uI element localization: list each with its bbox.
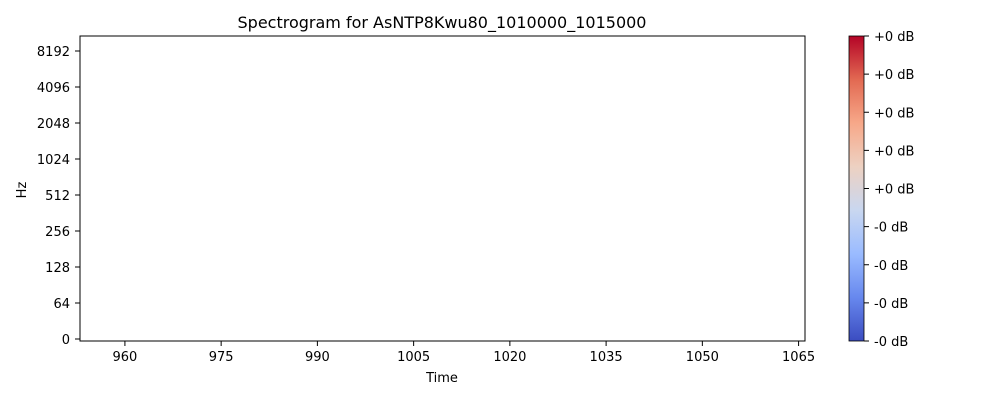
colorbar-tick-label: -0 dB bbox=[874, 297, 908, 312]
x-tick-label: 1020 bbox=[493, 350, 526, 365]
y-tick-label: 2048 bbox=[37, 117, 70, 132]
x-tick-label: 990 bbox=[305, 350, 330, 365]
y-axis-label: Hz bbox=[15, 182, 30, 199]
chart-title: Spectrogram for AsNTP8Kwu80_1010000_1015… bbox=[238, 13, 647, 33]
y-tick-label: 4096 bbox=[37, 81, 70, 96]
y-tick-label: 128 bbox=[45, 261, 70, 276]
y-tick-label: 64 bbox=[53, 297, 70, 312]
colorbar-tick-label: +0 dB bbox=[874, 144, 914, 159]
colorbar-tick-label: -0 dB bbox=[874, 335, 908, 350]
colorbar bbox=[848, 35, 865, 342]
colorbar-axis: +0 dB +0 dB +0 dB +0 dB +0 dB -0 dB -0 dB -0 dB… bbox=[864, 30, 914, 350]
x-axis: 960 975 990 1005 1020 1035 1050 1065 bbox=[112, 341, 815, 365]
x-axis-label: Time bbox=[425, 371, 458, 386]
x-tick-label: 960 bbox=[112, 350, 137, 365]
y-tick-label: 256 bbox=[45, 225, 70, 240]
x-tick-label: 1035 bbox=[590, 350, 623, 365]
colorbar-tick-label: +0 dB bbox=[874, 183, 914, 198]
colorbar-tick-label: -0 dB bbox=[874, 221, 908, 236]
y-axis: 0 64 128 256 512 1024 2048 4096 8192 bbox=[37, 45, 80, 348]
colorbar-tick-label: +0 dB bbox=[874, 68, 914, 83]
x-tick-label: 975 bbox=[209, 350, 234, 365]
colorbar-tick-label: +0 dB bbox=[874, 106, 914, 121]
y-tick-label: 0 bbox=[62, 333, 70, 348]
y-tick-label: 8192 bbox=[37, 45, 70, 60]
x-tick-label: 1005 bbox=[397, 350, 430, 365]
x-tick-label: 1065 bbox=[782, 350, 815, 365]
colorbar-tick-label: +0 dB bbox=[874, 30, 914, 45]
x-tick-label: 1050 bbox=[686, 350, 719, 365]
y-tick-label: 1024 bbox=[37, 153, 70, 168]
y-tick-label: 512 bbox=[45, 189, 70, 204]
colorbar-tick-label: -0 dB bbox=[874, 259, 908, 274]
plot-area bbox=[79, 35, 806, 342]
